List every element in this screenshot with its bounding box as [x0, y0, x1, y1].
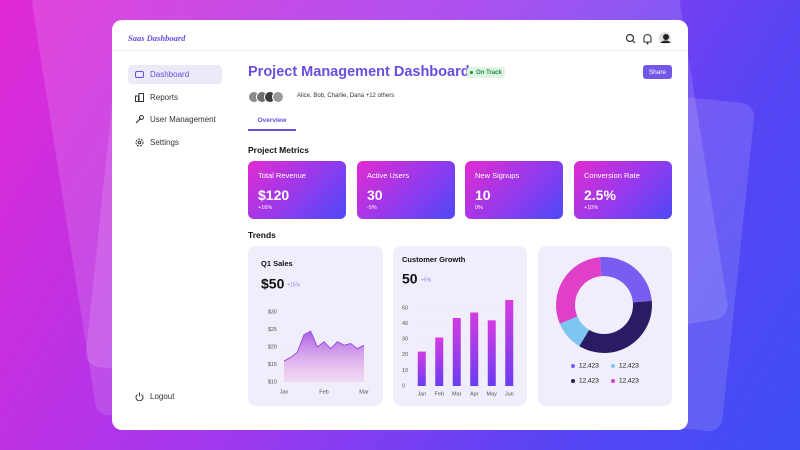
nav-icon [135, 138, 144, 147]
section-title: Trends [248, 230, 276, 240]
metric-change: -5% [367, 205, 377, 211]
search-icon[interactable] [625, 33, 636, 44]
chart-card [248, 246, 383, 406]
nav-item[interactable]: Dashboard [128, 65, 222, 84]
nav-label: Settings [150, 138, 179, 147]
metric-change: +10% [584, 205, 599, 211]
share-button[interactable]: Share [643, 65, 672, 79]
metric-value: 10 [475, 187, 491, 203]
header-icons [625, 32, 671, 45]
header-divider [112, 50, 688, 51]
chart-card [538, 246, 672, 406]
nav-label: Reports [150, 93, 179, 102]
metric-value: 2.5% [584, 187, 616, 203]
metric-label: New Signups [475, 171, 520, 180]
nav-label: Dashboard [150, 70, 190, 79]
page-title: Project Management Dashboard [248, 64, 470, 80]
nav-label: Logout [150, 392, 175, 401]
status-text: On Track [476, 69, 502, 76]
metric-change: 0% [475, 205, 483, 211]
user-avatar[interactable] [659, 32, 671, 44]
metric-label: Active Users [367, 171, 410, 180]
tab-underline [248, 129, 296, 131]
metric-card: Conversion Rate 2.5% +10% [574, 161, 672, 219]
nav-label: User Management [150, 115, 216, 124]
nav-icon [135, 392, 144, 401]
metric-change: +16% [258, 205, 273, 211]
logout[interactable]: Logout [128, 387, 222, 406]
metric-value: 30 [367, 187, 383, 203]
metric-card: Active Users 30 -5% [357, 161, 455, 219]
bell-icon[interactable] [643, 33, 652, 45]
nav-icon [135, 71, 144, 78]
metric-label: Conversion Rate [584, 171, 640, 180]
chart-card [393, 246, 527, 406]
members-text: Alice, Bob, Charlie, Dana +12 others [297, 93, 395, 99]
metric-card: Total Revenue $120 +16% [248, 161, 346, 219]
member-avatars [248, 91, 284, 103]
nav-item[interactable]: Settings [128, 133, 222, 152]
metric-value: $120 [258, 187, 290, 203]
section-title: Project Metrics [248, 145, 309, 155]
metric-label: Total Revenue [258, 171, 306, 180]
brand[interactable]: Saas Dashboard [128, 33, 186, 43]
nav-icon [135, 93, 144, 102]
tab[interactable]: Overview [257, 117, 287, 124]
nav-item[interactable]: Reports [128, 88, 222, 107]
nav-icon [135, 115, 144, 124]
status-dot [470, 71, 474, 74]
nav-item[interactable]: User Management [128, 110, 222, 129]
status-badge: On Track [467, 67, 505, 78]
metric-card: New Signups 10 0% [465, 161, 563, 219]
